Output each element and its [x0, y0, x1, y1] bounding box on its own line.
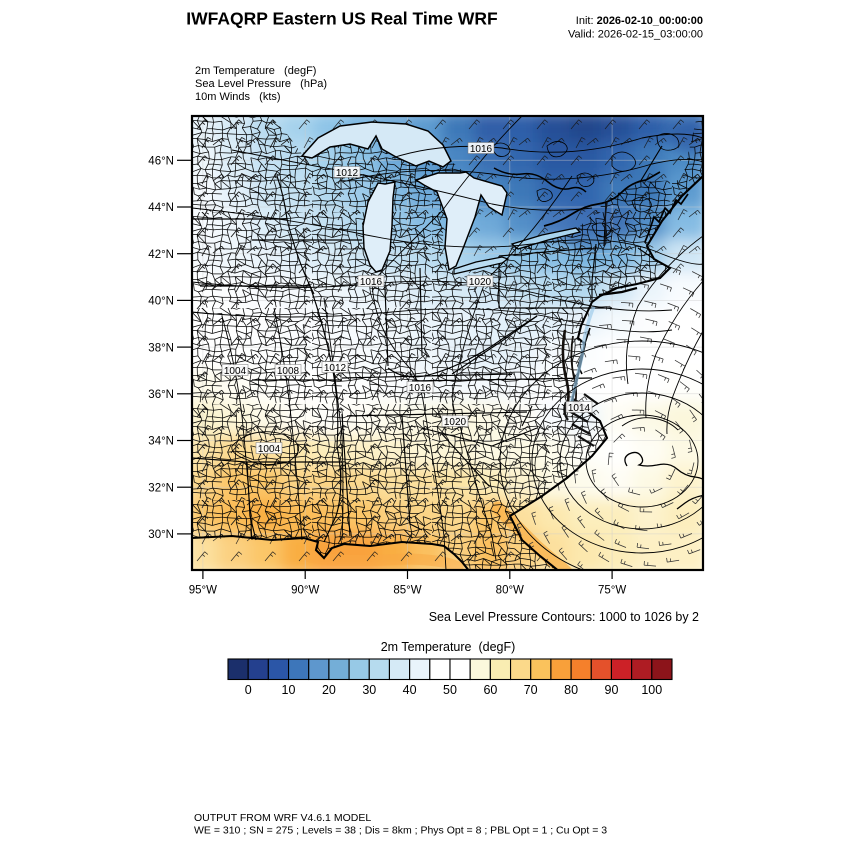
svg-text:85°W: 85°W — [393, 585, 421, 597]
svg-text:WE = 310 ; SN = 275 ; Levels =: WE = 310 ; SN = 275 ; Levels = 38 ; Dis … — [194, 825, 607, 837]
svg-text:32°N: 32°N — [148, 482, 174, 494]
svg-text:46°N: 46°N — [148, 156, 174, 168]
svg-text:42°N: 42°N — [148, 249, 174, 261]
svg-text:10m Winds (kts): 10m Winds (kts) — [195, 91, 281, 103]
svg-text:Sea Level Pressure (hPa): Sea Level Pressure (hPa) — [195, 78, 327, 90]
svg-text:100: 100 — [641, 683, 662, 697]
svg-text:44°N: 44°N — [148, 202, 174, 214]
svg-text:60: 60 — [483, 683, 497, 697]
svg-text:20: 20 — [322, 683, 336, 697]
svg-text:90°W: 90°W — [291, 585, 319, 597]
svg-text:75°W: 75°W — [598, 585, 626, 597]
svg-text:1016: 1016 — [360, 277, 383, 288]
svg-text:30: 30 — [362, 683, 376, 697]
svg-text:IWFAQRP Eastern US Real Time W: IWFAQRP Eastern US Real Time WRF — [186, 9, 498, 29]
svg-text:40: 40 — [403, 683, 417, 697]
svg-text:80: 80 — [564, 683, 578, 697]
svg-text:40°N: 40°N — [148, 296, 174, 308]
svg-text:1016: 1016 — [470, 144, 493, 155]
svg-text:1004: 1004 — [224, 366, 247, 377]
svg-text:1012: 1012 — [336, 168, 359, 179]
svg-text:1008: 1008 — [277, 366, 300, 377]
svg-text:Sea Level Pressure Contours: 1: Sea Level Pressure Contours: 1000 to 102… — [429, 610, 699, 624]
svg-text:OUTPUT FROM WRF V4.6.1 MODEL: OUTPUT FROM WRF V4.6.1 MODEL — [194, 812, 371, 824]
svg-text:1012: 1012 — [324, 363, 347, 374]
svg-text:1016: 1016 — [409, 383, 432, 394]
svg-text:50: 50 — [443, 683, 457, 697]
svg-text:1020: 1020 — [469, 277, 492, 288]
svg-text:95°W: 95°W — [189, 585, 217, 597]
svg-text:36°N: 36°N — [148, 389, 174, 401]
svg-text:1020: 1020 — [444, 417, 467, 428]
svg-text:80°W: 80°W — [496, 585, 524, 597]
svg-text:0: 0 — [245, 683, 252, 697]
svg-text:10: 10 — [282, 683, 296, 697]
svg-text:30°N: 30°N — [148, 529, 174, 541]
svg-text:34°N: 34°N — [148, 436, 174, 448]
svg-text:Valid: 2026-02-15_03:00:00: Valid: 2026-02-15_03:00:00 — [568, 29, 703, 41]
svg-text:2m Temperature (degF): 2m Temperature (degF) — [381, 640, 516, 654]
svg-text:2m Temperature (degF): 2m Temperature (degF) — [195, 65, 316, 77]
svg-text:70: 70 — [524, 683, 538, 697]
svg-text:38°N: 38°N — [148, 342, 174, 354]
svg-text:1014: 1014 — [568, 403, 591, 414]
svg-text:Init: 2026-02-10_00:00:00: Init: 2026-02-10_00:00:00 — [576, 15, 703, 27]
svg-text:90: 90 — [605, 683, 619, 697]
svg-text:1004: 1004 — [258, 444, 281, 455]
